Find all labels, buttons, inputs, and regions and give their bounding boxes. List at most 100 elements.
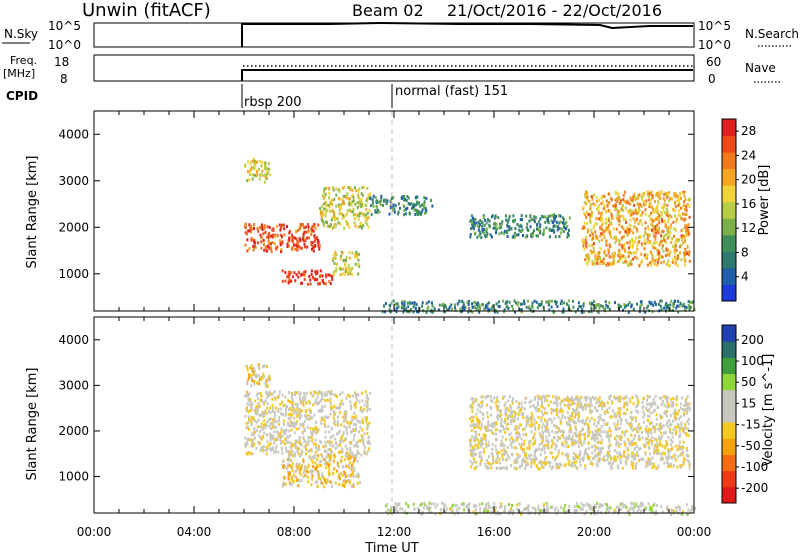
data-cell [509, 438, 512, 442]
data-cell [687, 405, 690, 409]
data-cell [647, 409, 650, 413]
data-cell [609, 415, 612, 419]
data-cell [253, 427, 256, 431]
data-cell [628, 251, 631, 255]
data-cell [653, 300, 656, 304]
data-cell [287, 423, 290, 426]
data-cell [651, 257, 654, 261]
data-cell [273, 451, 276, 454]
data-cell [638, 236, 641, 239]
data-cell [588, 302, 591, 305]
data-cell [616, 419, 619, 423]
data-cell [256, 170, 258, 173]
data-cell [677, 310, 680, 314]
data-cell [247, 438, 249, 442]
data-cell [649, 411, 652, 415]
data-cell [267, 162, 270, 166]
data-cell [660, 426, 663, 430]
data-cell [567, 462, 570, 466]
data-cell [516, 223, 519, 226]
data-cell [570, 403, 573, 407]
data-cell [577, 415, 580, 419]
data-cell [413, 202, 416, 206]
data-cell [311, 416, 314, 420]
data-cell [571, 435, 574, 439]
data-cell [549, 461, 552, 465]
data-cell [561, 216, 564, 220]
data-cell [582, 206, 585, 210]
data-cell [392, 207, 395, 211]
data-cell [569, 414, 572, 418]
data-cell [605, 430, 608, 434]
data-cell [618, 211, 621, 215]
data-cell [539, 223, 542, 227]
data-cell [331, 484, 333, 488]
data-cell [469, 424, 472, 428]
data-cell [528, 401, 531, 404]
data-cell [661, 451, 664, 455]
data-cell [654, 402, 657, 406]
data-cell [682, 302, 685, 306]
data-cell [598, 250, 601, 254]
data-cell [598, 433, 601, 437]
data-cell [488, 308, 491, 312]
data-cell [644, 427, 647, 431]
data-cell [480, 395, 483, 399]
data-cell [245, 226, 247, 230]
data-cell [343, 412, 346, 416]
data-cell [495, 302, 498, 306]
data-cell [557, 214, 560, 218]
data-cell [648, 205, 651, 208]
data-cell [314, 453, 317, 457]
data-cell [244, 223, 247, 226]
data-cell [526, 226, 528, 230]
data-cell [340, 459, 343, 463]
data-cell [639, 262, 642, 266]
data-cell [430, 198, 433, 202]
data-cell [635, 461, 638, 465]
data-cell [326, 478, 329, 482]
data-cell [314, 272, 317, 276]
data-cell [583, 452, 586, 456]
data-cell [666, 262, 669, 266]
data-cell [246, 452, 249, 456]
data-cell [506, 231, 508, 235]
data-cell [539, 304, 542, 307]
data-cell [679, 206, 682, 210]
data-cell [652, 234, 655, 238]
data-cell [377, 200, 380, 204]
data-cell [523, 302, 526, 306]
data-cell [650, 217, 653, 221]
data-cell [607, 452, 610, 456]
data-cell [252, 248, 255, 252]
data-cell [310, 409, 312, 413]
data-cell [340, 423, 343, 427]
data-cell [624, 402, 627, 406]
data-cell [559, 214, 562, 218]
data-cell [667, 404, 670, 407]
data-cell [260, 173, 263, 177]
data-cell [639, 306, 642, 310]
data-cell [323, 391, 326, 395]
data-cell [323, 195, 326, 199]
data-cell [655, 466, 658, 470]
data-cell [344, 444, 347, 448]
data-cell [674, 418, 677, 422]
data-cell [318, 243, 321, 247]
data-cell [340, 399, 343, 403]
data-cell [630, 433, 633, 437]
data-cell [265, 167, 268, 171]
data-cell [487, 461, 489, 465]
data-cell [324, 211, 327, 215]
data-cell [622, 405, 625, 409]
data-cell [666, 409, 668, 413]
data-cell [325, 203, 328, 207]
data-cell [537, 427, 540, 431]
data-cell [480, 437, 483, 441]
data-cell [282, 482, 285, 486]
data-cell [302, 471, 305, 475]
data-cell [321, 455, 324, 459]
data-cell [345, 196, 348, 199]
data-cell [251, 442, 253, 446]
data-cell [356, 445, 359, 448]
